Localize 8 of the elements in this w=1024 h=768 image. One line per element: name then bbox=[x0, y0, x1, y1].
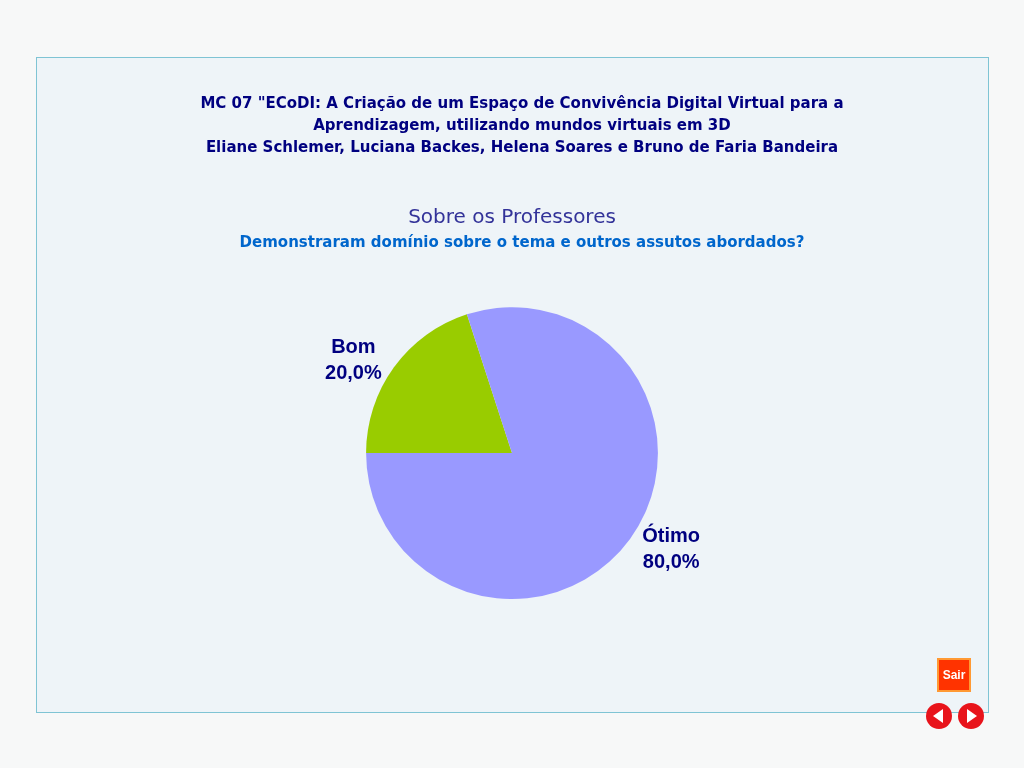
chart-title: MC 07 "ECoDI: A Criação de um Espaço de Convivência Digital Virtual para a Aprendizagem, utilizando mundos virtuais em 3D Eliane Schlemer, Luciana Backes, Helena Soares e Bruno de Faria Bandeira bbox=[199, 93, 845, 158]
slice-label: Ótimo bbox=[642, 522, 701, 546]
exit-button: Sair bbox=[937, 658, 971, 692]
data-label: 20,0% bbox=[325, 361, 382, 384]
text: Demonstraram domínio sobre o tema e outros assutos abordados? bbox=[238, 232, 806, 252]
data-label: 80,0% bbox=[642, 549, 700, 572]
slice-label: Bom bbox=[331, 335, 376, 358]
chart-subtitle: Sobre os Professores bbox=[407, 203, 617, 229]
